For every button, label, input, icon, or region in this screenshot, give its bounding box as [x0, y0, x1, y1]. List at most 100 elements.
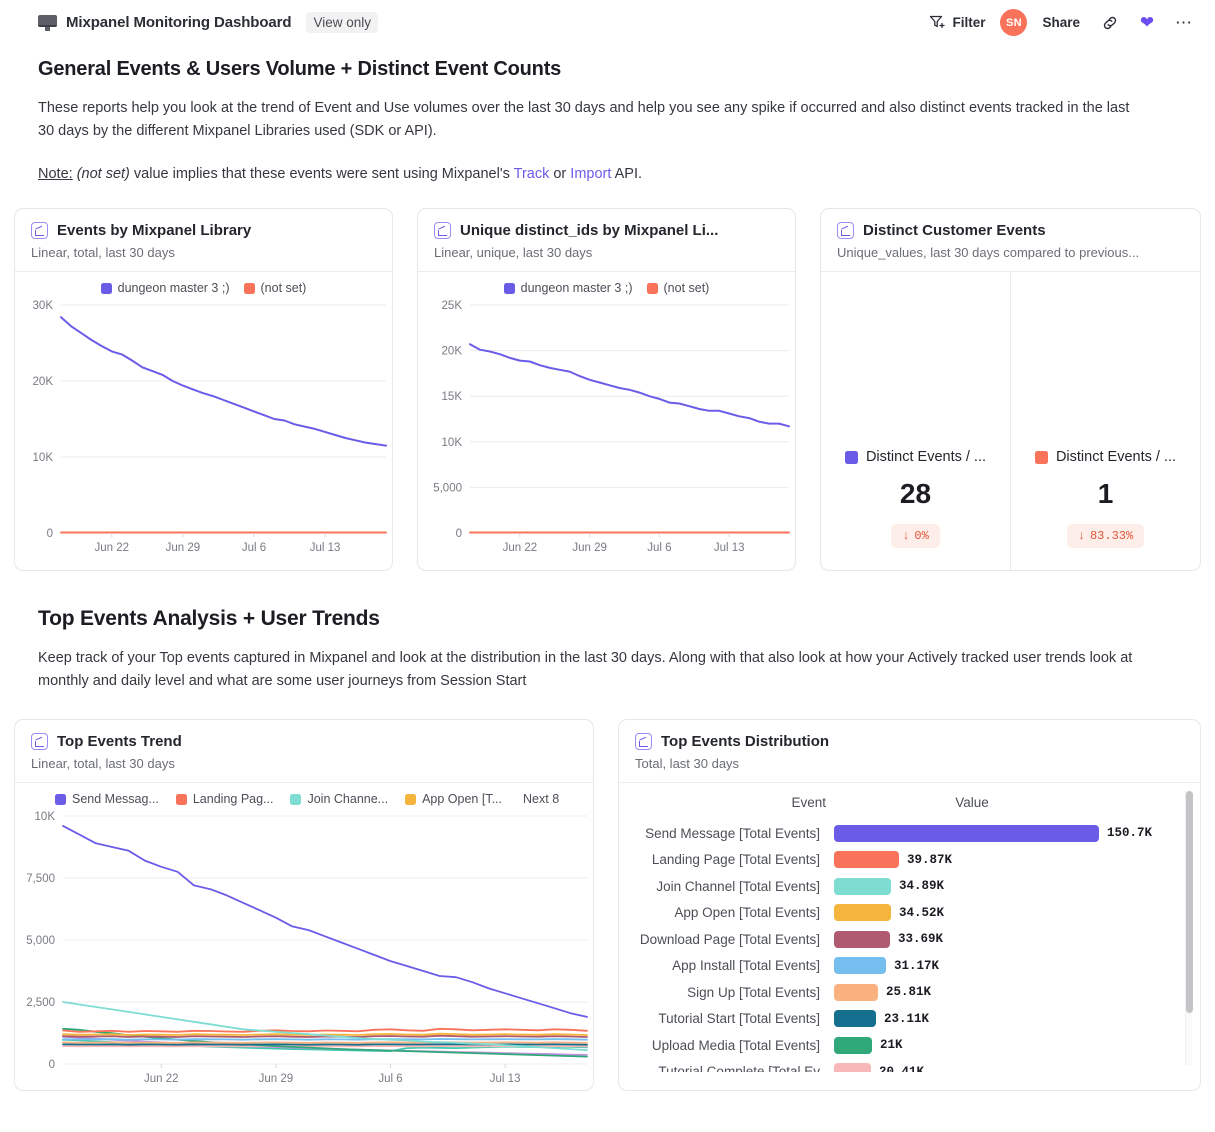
share-button[interactable]: Share — [1034, 10, 1088, 35]
scrollbar-track[interactable] — [1185, 791, 1193, 1065]
cards-row-top-events: Top Events Trend Linear, total, last 30 … — [14, 719, 1201, 1091]
svg-text:Jun 29: Jun 29 — [259, 1073, 294, 1085]
distribution-rows: Send Message [Total Events] 150.7K Landing… — [619, 820, 1200, 1072]
metric-swatch — [1034, 450, 1048, 464]
filter-button[interactable]: Filter — [921, 9, 993, 36]
metric-label-text: Distinct Events / ... — [1055, 449, 1177, 465]
arrow-down-icon: ↓ — [1077, 529, 1085, 543]
card-distinct-customer-events[interactable]: Distinct Customer Events Unique_values, … — [820, 208, 1201, 571]
legend-more-button[interactable]: Next 8 — [523, 792, 560, 806]
row-bar-cell: 21K — [834, 1036, 1200, 1054]
legend-swatch — [100, 282, 112, 294]
metric-label: Distinct Events / ... — [844, 449, 987, 465]
line-chart-top-events-trend: 0 2,500 5,000 7,500 10K Jun 22 Jun 29 Jul 6 Jul … — [26, 811, 588, 1085]
row-bar-cell: 31.17K — [834, 957, 1200, 975]
svg-text:7,500: 7,500 — [26, 873, 55, 885]
column-header-value: Value — [955, 795, 989, 810]
section-heading-general: General Events & Users Volume + Distinct… — [38, 58, 562, 80]
metric-value: 1 — [1097, 478, 1114, 509]
svg-text:25K: 25K — [442, 300, 463, 312]
table-row[interactable]: Upload Media [Total Events] 21K — [619, 1032, 1200, 1059]
view-only-badge: View only — [306, 12, 378, 33]
legend-swatch — [646, 282, 658, 294]
svg-text:20K: 20K — [442, 346, 463, 358]
row-bar — [834, 824, 1099, 842]
svg-text:Jun 22: Jun 22 — [95, 542, 130, 554]
row-event-label: Join Channel [Total Events] — [656, 878, 820, 894]
table-row[interactable]: Sign Up [Total Events] 25.81K — [619, 979, 1200, 1006]
card-header: Unique distinct_ids by Mixpanel Li... Li… — [418, 209, 795, 271]
more-options-button[interactable]: ⋯ — [1169, 8, 1199, 38]
chart-legend: Send Messag... Landing Pag... Join Chann… — [15, 783, 593, 808]
card-subtitle: Unique_values, last 30 days compared to … — [837, 245, 1140, 260]
metric-delta-value: 0% — [914, 529, 929, 543]
metric-tile[interactable]: Distinct Events / ... 1 ↓ 83.33% — [1010, 272, 1200, 570]
table-row[interactable]: Send Message [Total Events] 150.7K — [619, 820, 1200, 847]
legend-swatch — [55, 793, 66, 805]
row-value: 33.69K — [898, 932, 944, 947]
legend-label: (not set) — [260, 281, 307, 295]
row-value: 34.89K — [899, 879, 945, 894]
legend-label: App Open [T... — [422, 792, 503, 806]
metric-label-text: Distinct Events / ... — [865, 449, 987, 465]
avatar[interactable]: SN — [1000, 9, 1028, 36]
legend-item[interactable]: (not set) — [243, 281, 307, 295]
card-body: Send Messag... Landing Pag... Join Chann… — [15, 782, 593, 1090]
legend-item[interactable]: dungeon master 3 ;) — [503, 281, 633, 295]
card-unique-distinct-ids[interactable]: Unique distinct_ids by Mixpanel Li... Li… — [417, 208, 796, 571]
card-body: Event Value Send Message [Total Events] 1… — [619, 782, 1200, 1072]
table-row[interactable]: App Open [Total Events] 34.52K — [619, 900, 1200, 927]
card-header: Events by Mixpanel Library Linear, total… — [15, 209, 392, 271]
svg-text:10K: 10K — [33, 452, 54, 464]
svg-text:15K: 15K — [442, 391, 463, 403]
section-paragraph-top-events: Keep track of your Top events captured i… — [38, 650, 1133, 689]
top-bar-actions: Filter SN Share ❤ ⋯ — [921, 8, 1199, 38]
row-value: 31.17K — [894, 958, 940, 973]
top-bar: Mixpanel Monitoring Dashboard View only … — [0, 0, 1215, 45]
legend-item[interactable]: App Open [T... — [405, 792, 502, 806]
svg-text:Jul 13: Jul 13 — [714, 542, 745, 554]
card-top-events-trend[interactable]: Top Events Trend Linear, total, last 30 … — [14, 719, 594, 1091]
metric-tile[interactable]: Distinct Events / ... 28 ↓ 0% — [821, 272, 1010, 570]
row-bar-cell: 150.7K — [834, 824, 1200, 842]
legend-swatch — [405, 793, 417, 805]
row-bar-cell: 33.69K — [834, 930, 1200, 948]
card-header: Top Events Distribution Total, last 30 d… — [619, 720, 1200, 782]
card-events-by-library[interactable]: Events by Mixpanel Library Linear, total… — [14, 208, 393, 571]
share-label: Share — [1042, 15, 1080, 30]
row-bar — [834, 983, 878, 1001]
legend-swatch — [290, 793, 302, 805]
table-row[interactable]: Tutorial Start [Total Events] 23.11K — [619, 1006, 1200, 1033]
card-top-events-distribution[interactable]: Top Events Distribution Total, last 30 d… — [618, 719, 1201, 1091]
card-subtitle: Linear, unique, last 30 days — [434, 245, 593, 260]
copy-link-button[interactable] — [1095, 8, 1125, 38]
svg-text:Jun 29: Jun 29 — [166, 542, 201, 554]
import-link[interactable]: Import — [570, 166, 612, 182]
card-header: Top Events Trend Linear, total, last 30 … — [15, 720, 593, 782]
table-row[interactable]: Join Channel [Total Events] 34.89K — [619, 873, 1200, 900]
chart-legend: dungeon master 3 ;) (not set) — [418, 272, 795, 297]
svg-text:20K: 20K — [33, 376, 54, 388]
row-event-label: Send Message [Total Events] — [645, 825, 820, 841]
track-link[interactable]: Track — [513, 166, 550, 182]
legend-item[interactable]: Send Messag... — [55, 792, 159, 806]
legend-item[interactable]: Landing Pag... — [175, 792, 273, 806]
table-row[interactable]: App Install [Total Events] 31.17K — [619, 953, 1200, 980]
scrollbar-thumb[interactable] — [1186, 791, 1193, 1013]
legend-item[interactable]: (not set) — [646, 281, 709, 295]
legend-item[interactable]: dungeon master 3 ;) — [100, 281, 230, 295]
section-paragraph-general: These reports help you look at the trend… — [38, 100, 1130, 139]
report-chart-icon — [635, 733, 652, 750]
card-title: Events by Mixpanel Library — [57, 222, 252, 239]
row-bar — [834, 1063, 871, 1072]
table-row[interactable]: Landing Page [Total Events] 39.87K — [619, 847, 1200, 874]
legend-item[interactable]: Join Channe... — [290, 792, 388, 806]
svg-text:0: 0 — [456, 528, 462, 540]
table-row[interactable]: Download Page [Total Events] 33.69K — [619, 926, 1200, 953]
table-row[interactable]: Tutorial Complete [Total Ev 20.41K — [619, 1059, 1200, 1072]
arrow-down-icon: ↓ — [902, 529, 910, 543]
favorite-button[interactable]: ❤ — [1132, 8, 1162, 38]
section-heading-top-events: Top Events Analysis + User Trends — [38, 607, 380, 630]
metric-label: Distinct Events / ... — [1034, 449, 1177, 465]
svg-text:30K: 30K — [33, 300, 54, 312]
